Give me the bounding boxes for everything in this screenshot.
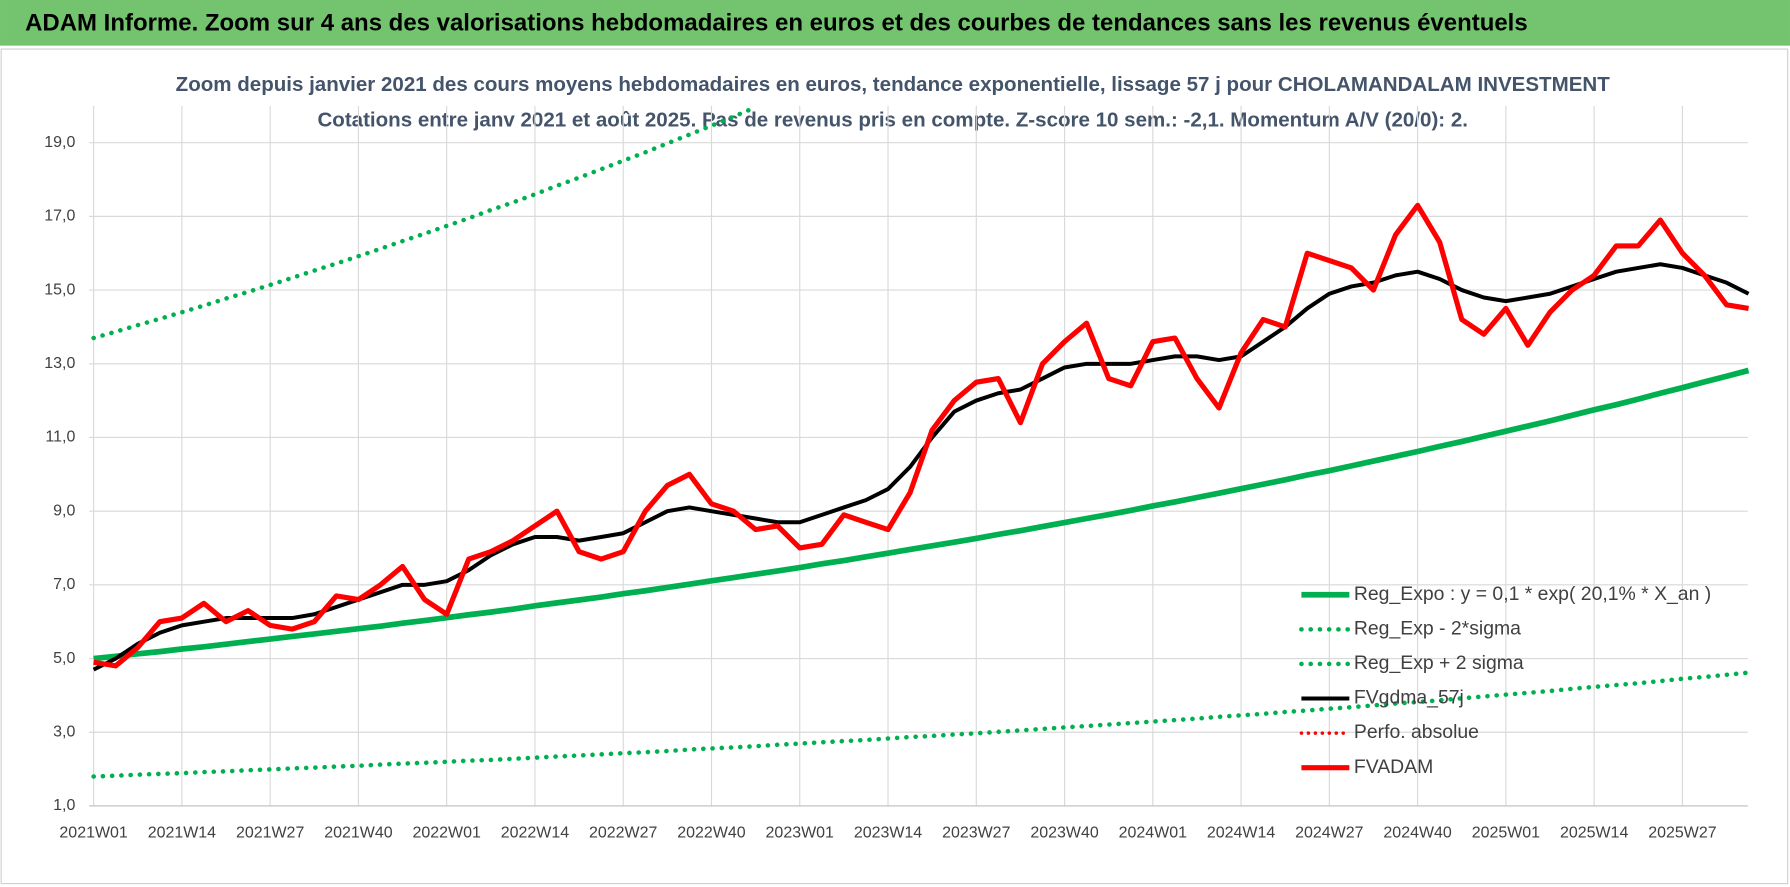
x-tick-label: 2022W01: [413, 825, 481, 842]
header-banner: [0, 0, 1790, 46]
x-tick-label: 2024W01: [1119, 825, 1187, 842]
y-tick-label: 17,0: [44, 208, 75, 225]
x-tick-label: 2024W27: [1295, 825, 1363, 842]
chart-subtitle: Cotations entre janv 2021 et août 2025. …: [317, 108, 1468, 131]
plot-area: [91, 105, 1751, 779]
x-tick-label: 2023W27: [942, 825, 1010, 842]
x-tick-label: 2023W01: [766, 825, 834, 842]
x-tick-label: 2021W01: [59, 825, 127, 842]
x-tick-label: 2021W14: [148, 825, 216, 842]
chart-title: Zoom depuis janvier 2021 des cours moyen…: [176, 73, 1611, 96]
x-tick-label: 2021W40: [324, 825, 392, 842]
legend-label: Reg_Expo : y = 0,1 * exp( 20,1% * X_an ): [1354, 583, 1711, 605]
legend-label: Perfo. absolue: [1354, 721, 1479, 743]
y-tick-label: 1,0: [53, 797, 75, 814]
x-tick-label: 2022W27: [589, 825, 657, 842]
chart-frame: [0, 48, 1789, 885]
y-tick-label: 9,0: [53, 502, 75, 519]
x-tick-label: 2025W27: [1648, 825, 1716, 842]
y-tick-label: 11,0: [45, 429, 75, 446]
x-tick-label: 2022W14: [501, 825, 569, 842]
y-tick-label: 3,0: [53, 723, 75, 740]
x-tick-label: 2023W40: [1030, 825, 1098, 842]
series-line: [91, 670, 1751, 779]
legend-label: Reg_Exp - 2*sigma: [1354, 617, 1521, 639]
series-line: [91, 105, 758, 341]
x-tick-label: 2025W14: [1560, 825, 1628, 842]
x-tick-label: 2023W14: [854, 825, 922, 842]
header-title: ADAM Informe. Zoom sur 4 ans des valoris…: [25, 9, 1528, 36]
x-tick-label: 2025W01: [1472, 825, 1540, 842]
x-tick-label: 2024W14: [1207, 825, 1275, 842]
series-line: [93, 367, 1750, 662]
series-line: [93, 202, 1749, 669]
series-line: [92, 262, 1750, 672]
y-tick-label: 13,0: [44, 355, 75, 372]
y-tick-label: 15,0: [44, 281, 75, 298]
legend-label: FVgdma_57j: [1354, 687, 1464, 709]
legend-label: FVADAM: [1354, 756, 1433, 778]
legend-label: Reg_Exp + 2 sigma: [1354, 652, 1524, 674]
x-tick-label: 2021W27: [236, 825, 304, 842]
y-tick-label: 19,0: [44, 134, 75, 151]
x-tick-label: 2024W40: [1383, 825, 1451, 842]
y-tick-label: 5,0: [53, 650, 75, 667]
y-tick-label: 7,0: [53, 576, 75, 593]
x-tick-label: 2022W40: [677, 825, 745, 842]
